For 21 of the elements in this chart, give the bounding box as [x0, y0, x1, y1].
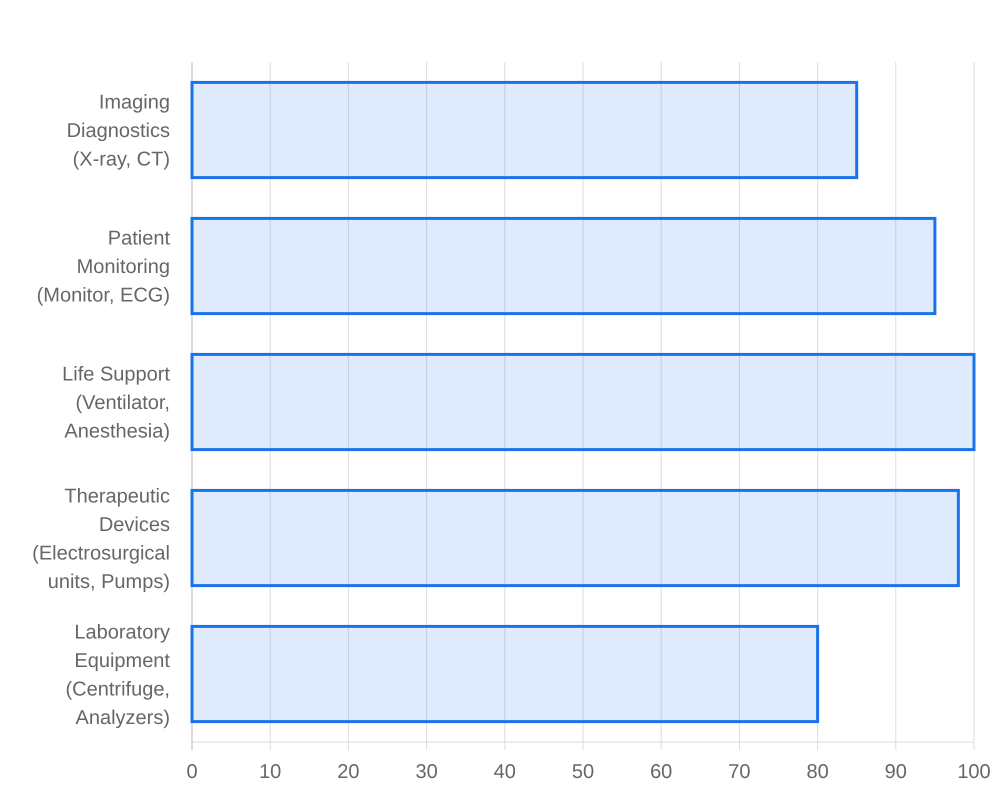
x-tick-label: 0 [186, 761, 198, 783]
bar [190, 624, 820, 724]
y-tick-label: Therapeutic Devices (Electrosurgical units, Pumps) [32, 485, 170, 593]
y-tick-label: Life Support (Ventilator, Anesthesia) [62, 364, 170, 442]
x-tick-label: 20 [337, 761, 360, 783]
x-tick-label: 10 [259, 761, 282, 783]
x-tick-label: 100 [957, 761, 991, 783]
bar [190, 352, 976, 452]
x-tick-label: 50 [572, 761, 594, 783]
x-tick-label: 90 [884, 761, 907, 783]
y-tick-label: Imaging Diagnostics (X-ray, CT) [66, 92, 170, 170]
bar [190, 216, 936, 316]
x-tick-label: 60 [650, 761, 672, 783]
x-tick-label: 30 [415, 761, 438, 783]
y-tick-label: Patient Monitoring (Monitor, ECG) [36, 228, 170, 306]
bar [190, 488, 960, 588]
bar [190, 80, 858, 180]
x-tick-label: 70 [728, 761, 751, 783]
y-tick-label: Laboratory Equipment (Centrifuge, Analyzers) [66, 621, 170, 729]
x-tick-label: 40 [494, 761, 516, 783]
x-tick-label: 80 [806, 761, 829, 783]
